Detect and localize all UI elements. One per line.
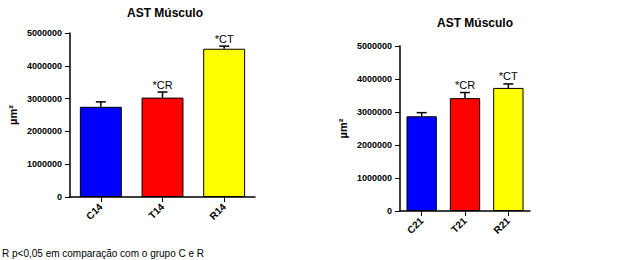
svg-text:µm²: µm²: [7, 105, 19, 125]
svg-text:0: 0: [57, 192, 62, 202]
svg-text:1000000: 1000000: [357, 173, 392, 183]
svg-text:C14: C14: [84, 201, 105, 222]
svg-text:AST Músculo: AST Músculo: [127, 6, 203, 20]
svg-text:4000000: 4000000: [357, 74, 392, 84]
svg-text:C21: C21: [405, 215, 426, 236]
svg-text:0: 0: [387, 206, 392, 216]
svg-text:*CR: *CR: [455, 79, 475, 91]
svg-text:T21: T21: [449, 215, 469, 235]
svg-text:AST Músculo: AST Músculo: [437, 16, 513, 30]
svg-text:*CR: *CR: [152, 79, 172, 91]
svg-text:4000000: 4000000: [27, 61, 62, 71]
svg-text:T14: T14: [146, 201, 166, 221]
svg-text:1000000: 1000000: [27, 159, 62, 169]
svg-text:R14: R14: [207, 201, 228, 222]
svg-text:*CT: *CT: [215, 33, 234, 45]
svg-text:R21: R21: [491, 215, 512, 236]
svg-text:2000000: 2000000: [27, 126, 62, 136]
svg-text:5000000: 5000000: [357, 41, 392, 51]
svg-text:R p<0,05 em comparação com o g: R p<0,05 em comparação com o grupo C e R: [2, 248, 204, 259]
svg-text:µm²: µm²: [337, 118, 349, 138]
svg-text:2000000: 2000000: [357, 140, 392, 150]
svg-text:*CT: *CT: [499, 70, 518, 82]
svg-text:5000000: 5000000: [27, 28, 62, 38]
svg-text:3000000: 3000000: [27, 94, 62, 104]
svg-text:3000000: 3000000: [357, 107, 392, 117]
